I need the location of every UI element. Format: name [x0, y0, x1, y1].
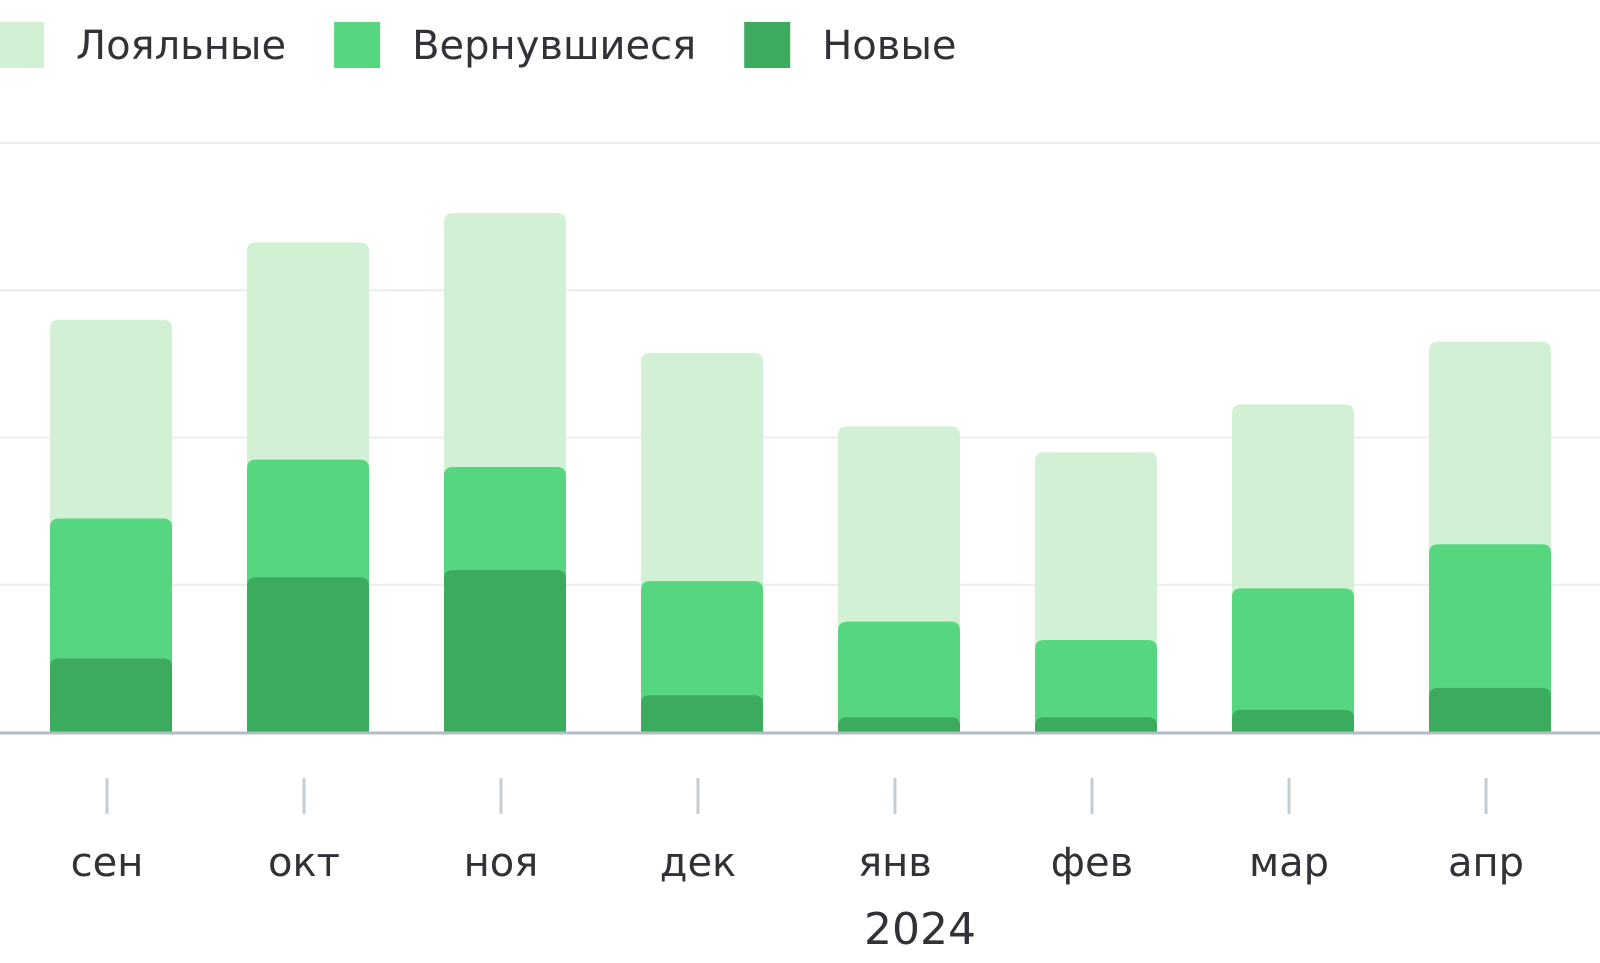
- bar-new-1: [247, 577, 369, 732]
- bar-stack-6: [1232, 404, 1354, 732]
- bar-new-7: [1429, 687, 1551, 732]
- chart-grid: [0, 142, 1600, 586]
- bar-stack-5: [1035, 452, 1157, 732]
- x-tick-label: ноя: [464, 840, 539, 886]
- bar-new-6: [1232, 709, 1354, 732]
- x-tick-label: мар: [1249, 840, 1329, 886]
- legend-swatch-loyal: [0, 22, 44, 68]
- x-tick-label: сен: [71, 840, 144, 886]
- bar-stack-3: [641, 352, 763, 732]
- legend-label-loyal: Лояльные: [76, 23, 286, 69]
- bar-returning-4: [838, 621, 960, 732]
- bar-new-0: [50, 658, 172, 732]
- x-axis: сен окт ноя дек янв фев мар апр 2024: [0, 731, 1600, 955]
- x-tick-label: апр: [1448, 840, 1524, 886]
- bar-stack-7: [1429, 341, 1551, 732]
- chart-legend: Лояльные Вернувшиеся Новые: [0, 22, 957, 69]
- legend-label-new: Новые: [822, 23, 956, 69]
- bar-new-4: [838, 717, 960, 732]
- x-tick-label: фев: [1051, 840, 1133, 886]
- x-tick-label: окт: [268, 840, 340, 886]
- bar-returning-7: [1429, 544, 1551, 732]
- bar-stack-0: [50, 319, 172, 732]
- bar-stack-2: [444, 212, 566, 733]
- bar-stack-4: [838, 426, 960, 732]
- x-axis-year-label: 2024: [864, 904, 976, 955]
- legend-item-returning[interactable]: Вернувшиеся: [334, 22, 696, 69]
- legend-item-loyal[interactable]: Лояльные: [0, 22, 286, 69]
- legend-swatch-new: [744, 22, 791, 68]
- bar-new-2: [444, 570, 566, 732]
- bar-new-3: [641, 695, 763, 732]
- legend-item-new[interactable]: Новые: [744, 22, 957, 69]
- bar-new-5: [1035, 717, 1157, 732]
- x-tick-label: дек: [660, 840, 736, 886]
- bar-returning-6: [1232, 588, 1354, 732]
- legend-swatch-returning: [334, 22, 381, 68]
- x-tick-label: янв: [858, 840, 932, 886]
- bar-returning-5: [1035, 639, 1157, 732]
- bar-returning-3: [641, 581, 763, 732]
- bar-stack-1: [247, 242, 369, 733]
- legend-label-returning: Вернувшиеся: [412, 23, 696, 69]
- chart-bars: [50, 212, 1551, 733]
